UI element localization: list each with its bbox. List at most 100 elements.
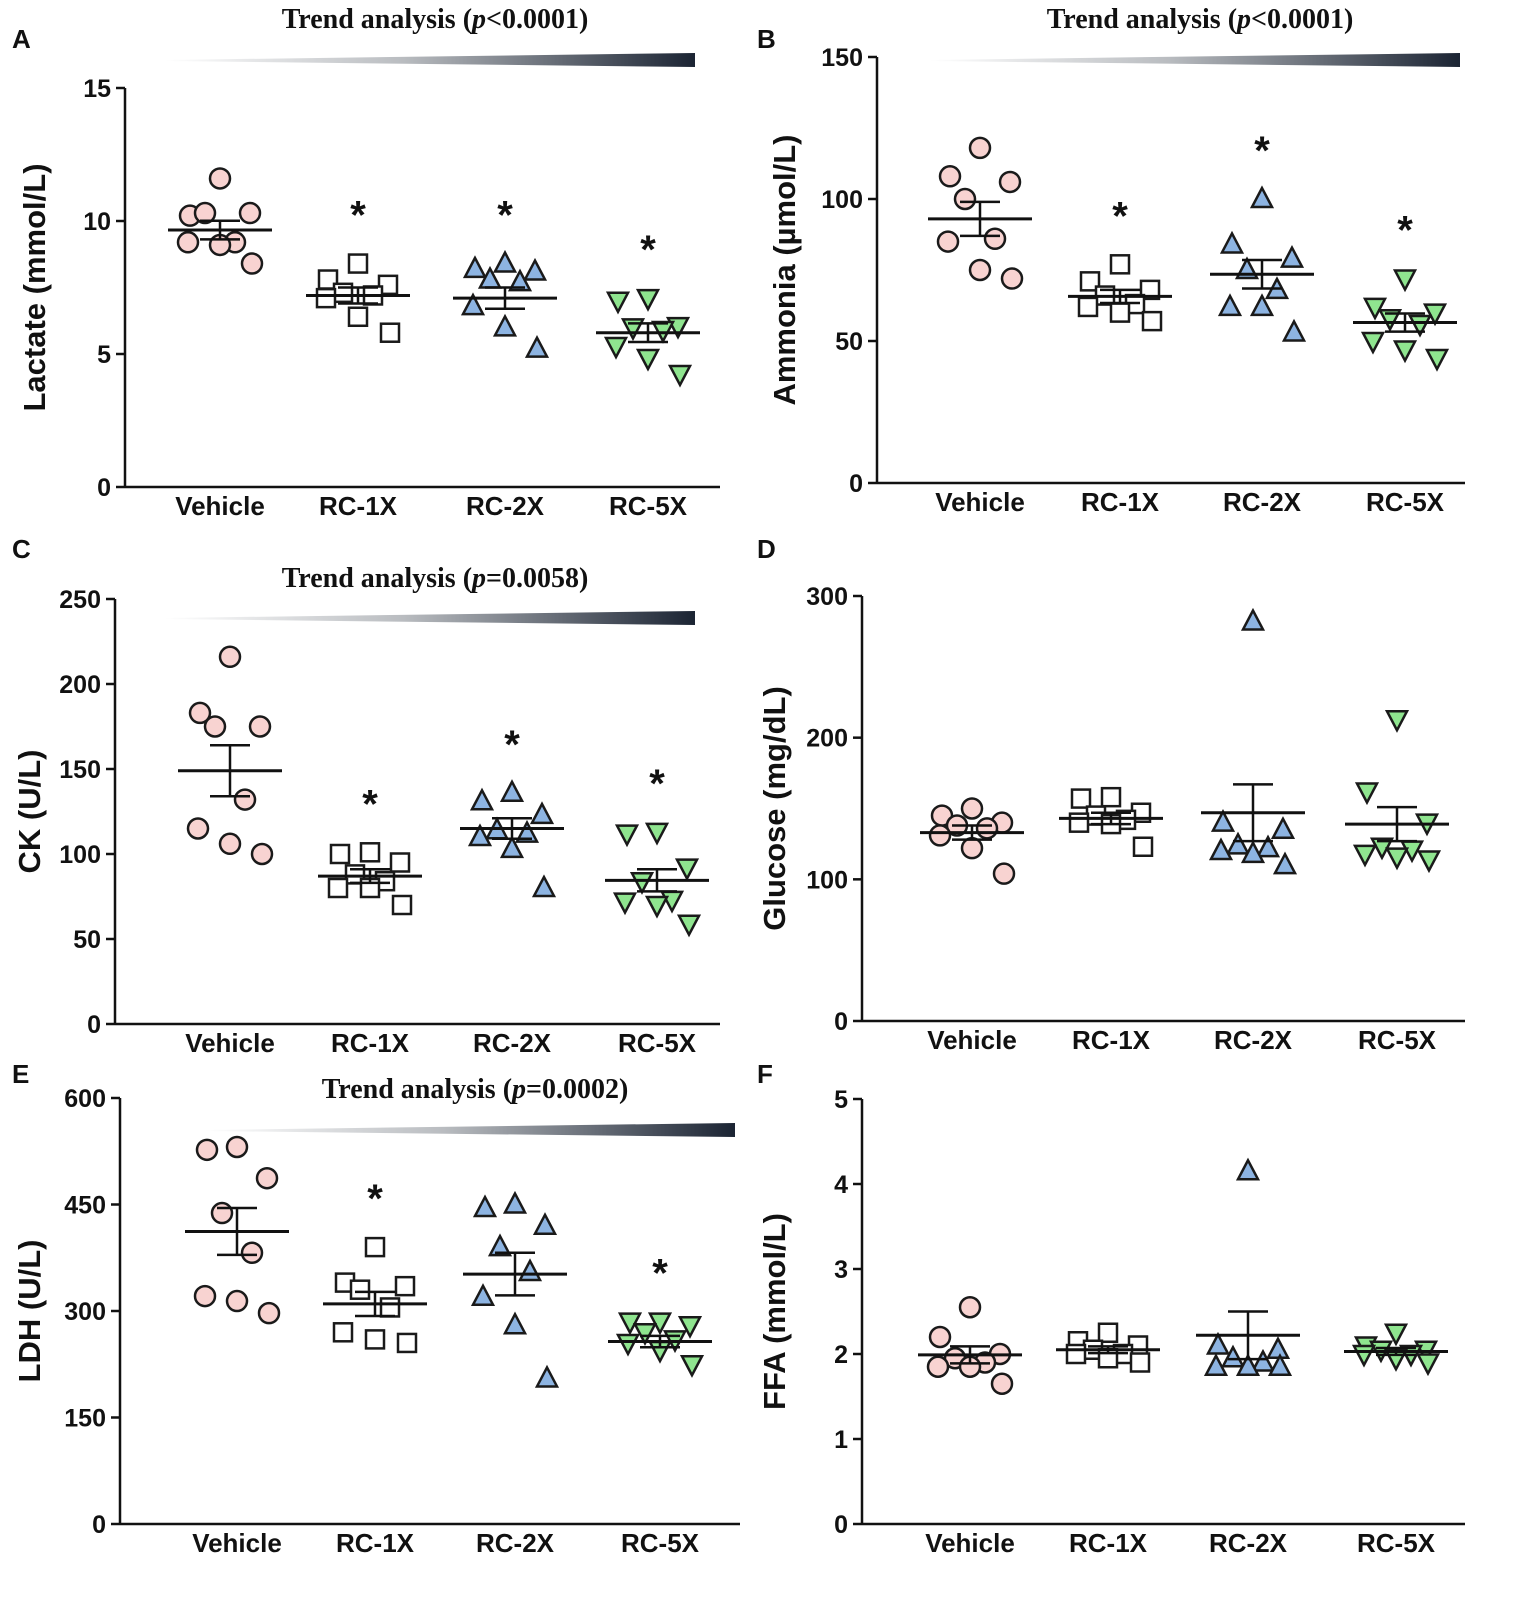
title-prefix: Trend analysis (	[282, 4, 472, 35]
x-tick-label: RC-5X	[1366, 487, 1445, 517]
x-tick-label: RC-2X	[1223, 487, 1302, 517]
y-axis-label: LDH (U/L)	[12, 1240, 47, 1383]
y-tick-label: 0	[87, 1011, 101, 1039]
data-point	[1129, 1352, 1151, 1373]
data-point	[1270, 816, 1296, 839]
data-point	[240, 1241, 264, 1265]
panel-a: A 0 5 10 15 Lactate (mmol/L) Vehicle RC-1X RC-2X…	[12, 4, 720, 521]
data-point	[1424, 348, 1450, 372]
trend-title: Trend analysis (p<0.0001)	[282, 4, 589, 35]
data-point	[1208, 837, 1234, 861]
y-tick-label: 10	[83, 208, 111, 236]
data-point	[502, 1311, 528, 1335]
data-point	[1219, 230, 1245, 254]
data-point	[225, 1289, 249, 1313]
data-point	[396, 1332, 418, 1354]
data-point	[332, 1322, 354, 1343]
y-tick-label: 300	[806, 583, 848, 611]
data-point	[968, 136, 992, 160]
data-point	[531, 874, 557, 898]
x-tick-label: RC-5X	[1357, 1528, 1436, 1558]
y-tick-label: 150	[59, 756, 101, 784]
data-point	[614, 824, 640, 848]
data-point	[492, 313, 518, 337]
significance-asterisk: *	[497, 194, 513, 238]
y-tick-label: 250	[59, 586, 101, 614]
data-point	[460, 292, 486, 316]
data-point	[1217, 293, 1243, 317]
data-point	[1416, 850, 1442, 874]
data-point	[676, 914, 702, 938]
data-point	[1281, 318, 1307, 342]
data-point	[1352, 844, 1378, 868]
significance-asterisk: *	[652, 1252, 668, 1296]
title-prefix: Trend analysis (	[282, 563, 472, 594]
data-point	[499, 835, 525, 859]
y-tick-label: 200	[806, 725, 848, 753]
data-point	[605, 291, 631, 315]
y-axis-label: Lactate (mmol/L)	[17, 163, 52, 411]
title-prefix: Trend analysis (	[1047, 4, 1237, 35]
data-point	[1415, 1353, 1441, 1377]
data-point	[1360, 331, 1386, 355]
panel-letter: D	[757, 534, 776, 564]
data-point	[926, 1355, 950, 1378]
data-point	[1225, 831, 1251, 855]
data-point	[1240, 607, 1266, 631]
trend-title: Trend analysis (p=0.0058)	[282, 563, 589, 594]
data-point	[391, 894, 413, 916]
data-point	[958, 1296, 982, 1319]
x-tick-label: RC-5X	[1358, 1025, 1437, 1055]
data-point	[1362, 297, 1388, 321]
x-tick-label: Vehicle	[175, 491, 265, 521]
significance-asterisk: *	[1254, 129, 1270, 173]
data-point	[379, 322, 401, 343]
data-point	[1203, 1353, 1229, 1376]
data-point	[502, 1190, 528, 1214]
data-point	[517, 1258, 543, 1282]
y-tick-label: 2	[834, 1341, 848, 1369]
x-tick-label: Vehicle	[192, 1528, 282, 1558]
data-point	[462, 255, 488, 279]
data-point	[667, 364, 693, 388]
data-point	[532, 1212, 558, 1236]
y-tick-label: 0	[97, 474, 111, 502]
data-point	[469, 787, 495, 811]
data-point	[975, 817, 999, 840]
panel-letter: C	[12, 534, 31, 564]
data-point	[186, 817, 210, 840]
x-tick-label: RC-5X	[609, 491, 688, 521]
data-point	[233, 788, 257, 811]
data-point	[394, 1275, 416, 1297]
panel-letter: E	[12, 1059, 29, 1089]
data-point	[1407, 314, 1433, 338]
data-point	[928, 824, 952, 847]
x-tick-label: RC-1X	[331, 1028, 410, 1058]
panel-letter: B	[757, 24, 776, 54]
y-tick-label: 200	[59, 671, 101, 699]
x-tick-label: RC-2X	[476, 1528, 555, 1558]
y-tick-label: 15	[83, 75, 111, 103]
title-suffix: <0.0001)	[486, 4, 588, 35]
data-point	[1240, 840, 1266, 864]
data-point	[389, 852, 411, 873]
significance-asterisk: *	[504, 723, 520, 767]
data-point	[250, 842, 274, 866]
y-axis-label: Glucose (mg/dL)	[757, 686, 792, 931]
data-point	[347, 306, 369, 328]
data-point	[1205, 1331, 1231, 1355]
title-suffix: =0.0002)	[526, 1074, 628, 1105]
data-point	[1109, 254, 1131, 275]
panel-f: F 0 1 2 3 4 5 FFA (mmol/L) Vehicle RC-1X RC-2X RC-5…	[757, 1059, 1465, 1558]
data-point	[990, 1372, 1014, 1395]
title-p: p	[470, 563, 486, 594]
data-point	[210, 1201, 234, 1225]
data-point	[1079, 271, 1101, 292]
x-tick-label: Vehicle	[927, 1025, 1017, 1055]
data-point	[1267, 1353, 1293, 1376]
data-point	[203, 715, 227, 738]
trend-wedge	[165, 611, 695, 625]
data-point	[522, 257, 548, 281]
data-point	[1065, 1343, 1087, 1365]
y-tick-label: 600	[64, 1085, 106, 1113]
